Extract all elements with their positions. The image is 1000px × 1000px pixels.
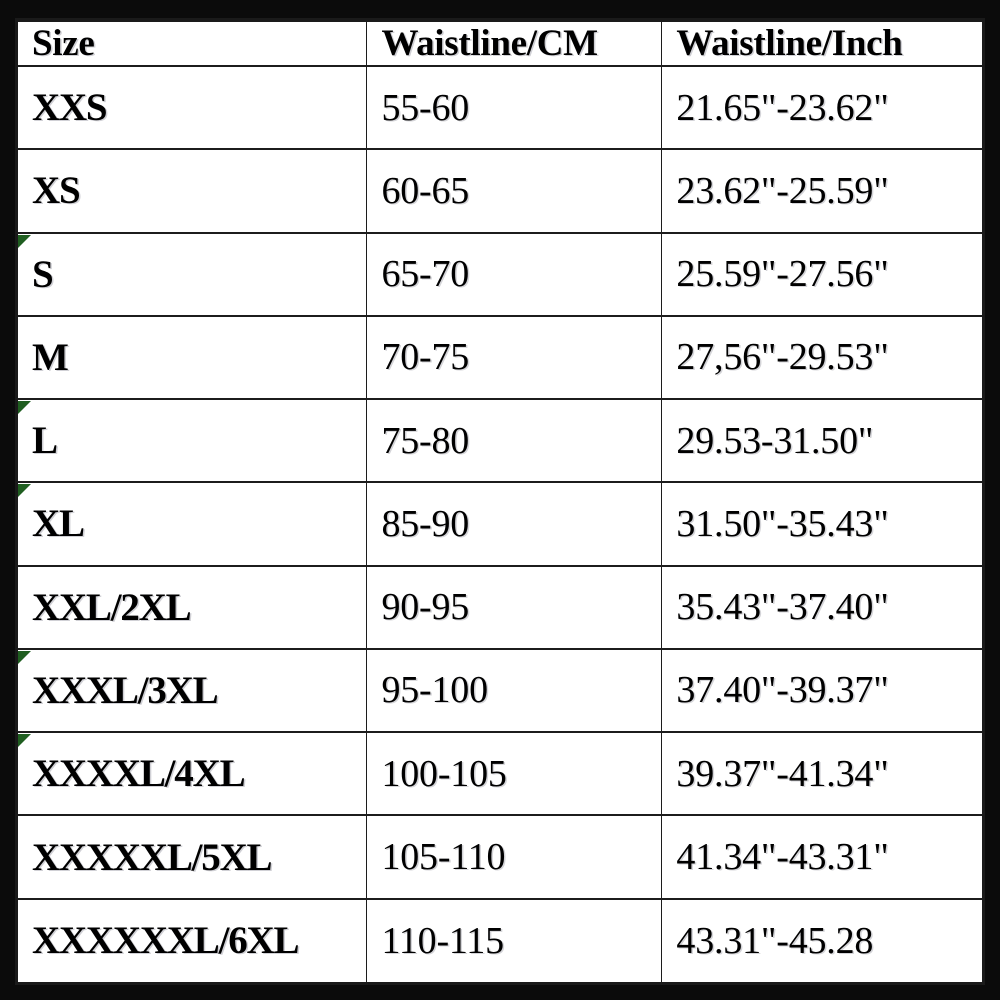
cell-size-label: XXS — [32, 86, 108, 130]
cell-waistline-inch: 41.34"-43.31" — [661, 814, 982, 900]
cell-size: M — [18, 315, 368, 401]
table-row: XL 85-90 31.50"-35.43" — [18, 481, 982, 567]
cell-waistline-cm: 55-60 — [366, 65, 663, 151]
cell-size: XXS — [18, 65, 368, 151]
cell-size-label: XS — [32, 169, 81, 213]
cell-waistline-cm: 100-105 — [366, 731, 663, 817]
table-header: Size Waistline/CM Waistline/Inch — [18, 22, 982, 67]
cell-size-label: XXXL/3XL — [32, 668, 219, 712]
header-row: Size Waistline/CM Waistline/Inch — [18, 22, 982, 67]
cell-size: XL — [18, 481, 368, 567]
table-row: XXL/2XL 90-95 35.43"-37.40" — [18, 565, 982, 650]
cell-size: XXXXXL/5XL — [18, 814, 368, 900]
cell-size-label: L — [32, 419, 58, 463]
table-row: S 65-70 25.59"-27.56" — [18, 232, 982, 317]
corner-artifact-mark — [18, 234, 31, 248]
cell-size: XXL/2XL — [18, 565, 368, 650]
cell-size-label: XXXXXL/5XL — [32, 835, 273, 879]
cell-size: XS — [18, 148, 368, 234]
cell-size-label: XXXXXXL/6XL — [32, 919, 300, 963]
cell-waistline-cm: 65-70 — [366, 232, 663, 317]
corner-artifact-mark — [18, 734, 31, 748]
corner-artifact-mark — [18, 401, 31, 415]
cell-waistline-cm: 70-75 — [366, 315, 663, 401]
cell-size: XXXL/3XL — [18, 648, 368, 734]
cell-size-label: XL — [32, 502, 85, 546]
table-row: XS 60-65 23.62"-25.59" — [18, 148, 982, 234]
corner-artifact-mark — [18, 650, 31, 664]
cell-size-label: M — [32, 335, 69, 379]
table-row: XXXXXL/5XL 105-110 41.34"-43.31" — [18, 814, 982, 900]
cell-waistline-cm: 85-90 — [366, 481, 663, 567]
cell-waistline-cm: 110-115 — [366, 898, 663, 982]
cell-waistline-inch: 27,56"-29.53" — [661, 315, 982, 401]
cell-waistline-cm: 95-100 — [366, 648, 663, 734]
table-body: XXS 55-60 21.65"-23.62" XS 60-65 23.62"-25.59… — [18, 65, 982, 982]
table-row: XXXXL/4XL 100-105 39.37"-41.34" — [18, 731, 982, 817]
cell-size: S — [18, 232, 368, 317]
corner-artifact-mark — [18, 484, 31, 498]
cell-waistline-cm: 90-95 — [366, 565, 663, 650]
cell-size-label: XXXXL/4XL — [32, 752, 246, 796]
cell-waistline-inch: 31.50"-35.43" — [661, 481, 982, 567]
table-row: XXS 55-60 21.65"-23.62" — [18, 65, 982, 151]
column-header-size: Size — [18, 22, 368, 67]
cell-waistline-cm: 105-110 — [366, 814, 663, 900]
size-chart-table: Size Waistline/CM Waistline/Inch XXS 55-6… — [18, 22, 982, 982]
table-row: L 75-80 29.53-31.50" — [18, 398, 982, 484]
cell-waistline-inch: 35.43"-37.40" — [661, 565, 982, 650]
column-header-waistline-inch: Waistline/Inch — [661, 22, 982, 67]
cell-waistline-cm: 60-65 — [366, 148, 663, 234]
cell-waistline-inch: 23.62"-25.59" — [661, 148, 982, 234]
table-row: XXXL/3XL 95-100 37.40"-39.37" — [18, 648, 982, 734]
cell-waistline-inch: 21.65"-23.62" — [661, 65, 982, 151]
cell-size-label: S — [32, 252, 54, 296]
cell-waistline-inch: 25.59"-27.56" — [661, 232, 982, 317]
cell-waistline-inch: 29.53-31.50" — [661, 398, 982, 484]
cell-size: L — [18, 398, 368, 484]
cell-size: XXXXL/4XL — [18, 731, 368, 817]
table-row: M 70-75 27,56"-29.53" — [18, 315, 982, 401]
column-header-waistline-cm: Waistline/CM — [366, 22, 663, 67]
size-chart-card: Size Waistline/CM Waistline/Inch XXS 55-6… — [15, 18, 985, 985]
cell-waistline-inch: 37.40"-39.37" — [661, 648, 982, 734]
table-row: XXXXXXL/6XL 110-115 43.31"-45.28 — [18, 898, 982, 982]
cell-size-label: XXL/2XL — [32, 585, 192, 629]
cell-waistline-inch: 39.37"-41.34" — [661, 731, 982, 817]
cell-size: XXXXXXL/6XL — [18, 898, 368, 982]
cell-waistline-cm: 75-80 — [366, 398, 663, 484]
cell-waistline-inch: 43.31"-45.28 — [661, 898, 982, 982]
